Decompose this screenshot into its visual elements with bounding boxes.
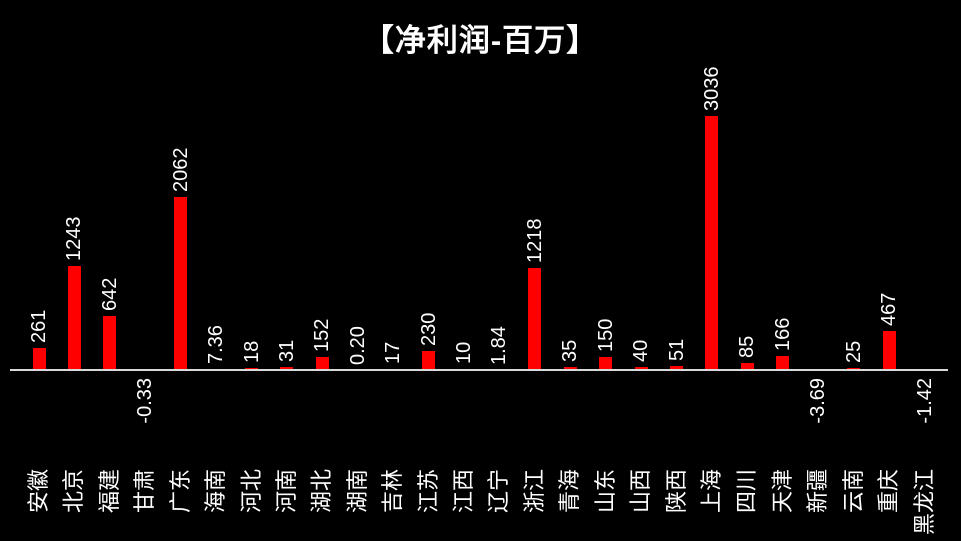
value-label: 150	[594, 319, 617, 353]
value-label: 1.84	[488, 325, 511, 365]
value-label: 40	[630, 339, 653, 362]
value-label: 18	[240, 341, 263, 364]
bar	[32, 348, 46, 370]
value-label: 35	[559, 339, 582, 363]
category-label: 江西	[451, 469, 477, 514]
bar	[670, 365, 684, 370]
category-label: 新疆	[805, 469, 831, 514]
bar	[422, 350, 436, 370]
value-label: 467	[878, 292, 901, 326]
bar	[776, 356, 790, 370]
category-label: 湖南	[344, 469, 370, 514]
bar	[563, 367, 577, 370]
chart-title: 【净利润-百万】	[362, 23, 599, 58]
category-label: 湖北	[309, 469, 335, 514]
category-label: 浙江	[521, 469, 547, 514]
value-label: 642	[98, 277, 121, 312]
value-label: 1243	[63, 216, 86, 262]
bar	[705, 116, 719, 370]
value-label: 25	[842, 340, 865, 363]
category-label: 海南	[203, 469, 229, 514]
value-label: 3036	[700, 66, 723, 112]
bar	[280, 367, 294, 370]
category-label: 河南	[273, 469, 299, 514]
value-label: 10	[453, 341, 476, 365]
bar	[599, 357, 613, 370]
bar	[174, 197, 188, 370]
value-label: 1218	[523, 218, 546, 264]
category-label: 辽宁	[486, 469, 512, 514]
category-label: 黑龙江	[911, 469, 937, 536]
category-label: 吉林	[380, 469, 406, 514]
bar	[528, 268, 542, 370]
value-label: 0.20	[346, 326, 369, 365]
category-label: 云南	[840, 469, 866, 514]
bar	[740, 362, 754, 370]
value-label: -1.42	[913, 378, 936, 424]
value-label: -0.33	[134, 378, 157, 424]
category-label: 青海	[557, 469, 583, 514]
category-label: 山东	[592, 469, 618, 514]
value-label: 31	[275, 340, 298, 363]
category-label: 天津	[769, 469, 795, 514]
value-label: -3.69	[807, 378, 830, 424]
category-label: 河北	[238, 469, 264, 514]
bar	[634, 366, 648, 370]
category-label: 山西	[628, 469, 654, 514]
value-label: 230	[417, 312, 440, 346]
category-label: 四川	[734, 469, 760, 514]
value-label: 2062	[169, 147, 192, 193]
category-label: 陕西	[663, 469, 689, 514]
category-label: 重庆	[876, 469, 902, 514]
category-label: 福建	[96, 469, 122, 514]
category-label: 广东	[167, 469, 193, 514]
value-label: 51	[665, 338, 688, 361]
bar	[103, 316, 117, 370]
value-label: 152	[311, 318, 334, 353]
value-label: 7.36	[205, 325, 228, 365]
bar	[882, 330, 896, 370]
category-label: 北京	[61, 469, 87, 514]
value-label: 17	[382, 341, 405, 364]
value-label: 166	[771, 317, 794, 352]
bar	[67, 266, 81, 370]
value-label: 85	[736, 335, 759, 358]
bar	[315, 357, 329, 370]
category-label: 安徽	[26, 469, 51, 514]
value-label: 261	[28, 309, 50, 344]
category-label: 江苏	[415, 469, 441, 514]
category-label: 甘肃	[132, 469, 158, 514]
bar	[847, 367, 861, 370]
category-label: 上海	[698, 469, 724, 514]
x-axis-line	[10, 369, 948, 371]
